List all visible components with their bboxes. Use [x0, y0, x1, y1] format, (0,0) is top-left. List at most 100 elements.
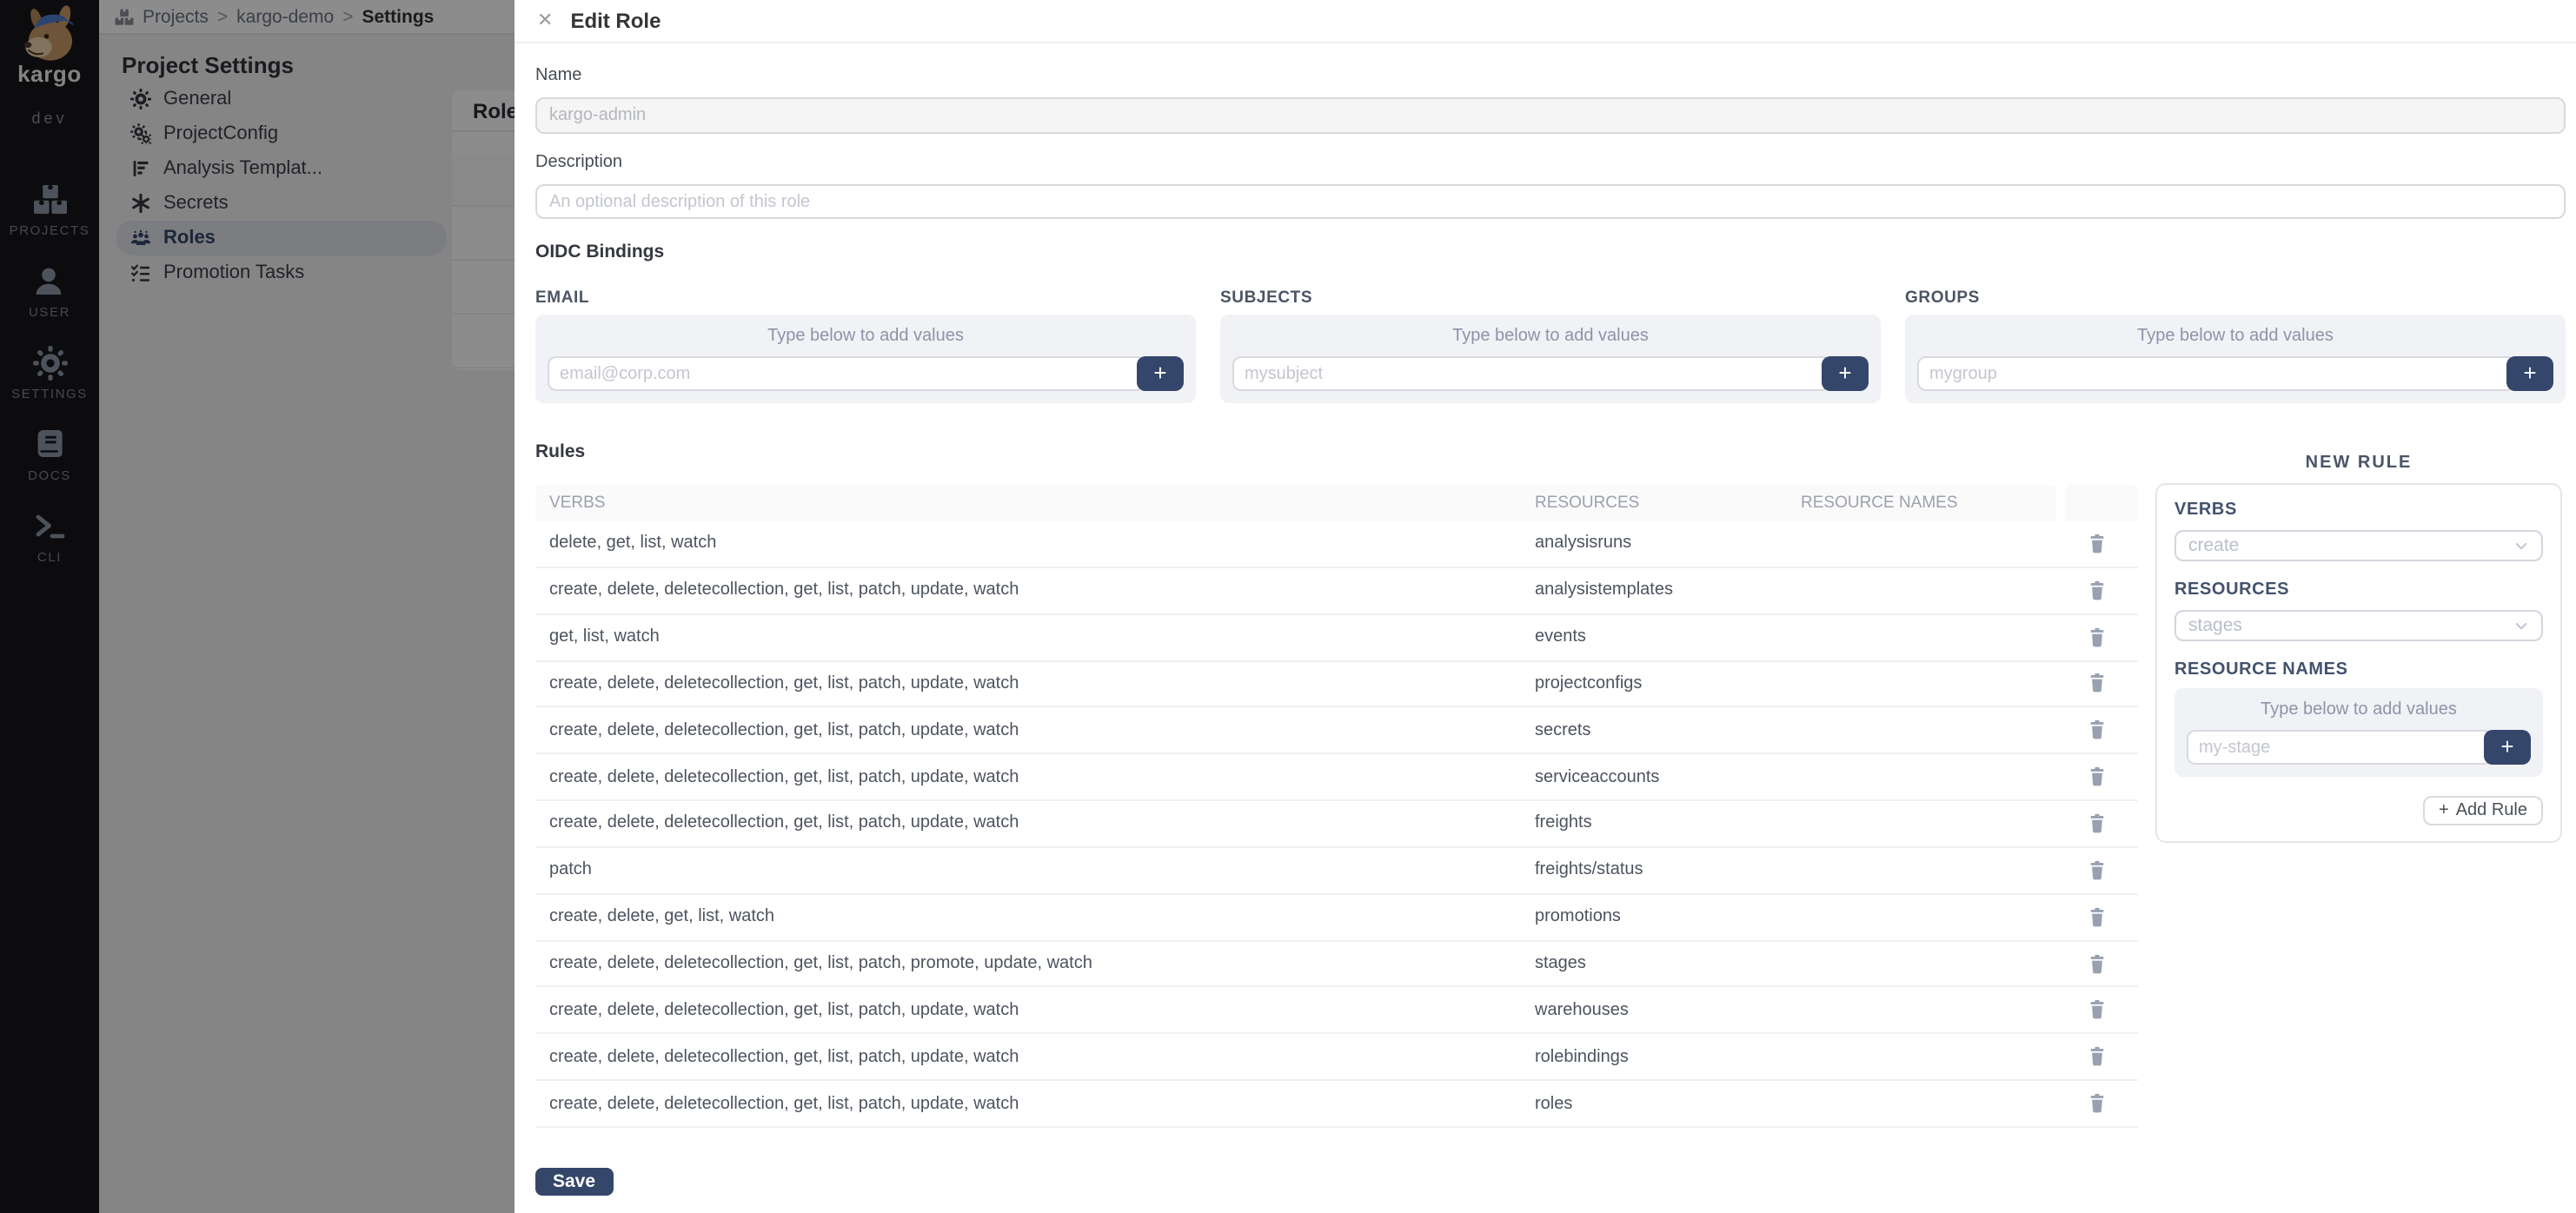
edit-role-drawer: ✕ Edit Role Name Description OIDC Bindin… [515, 0, 2576, 1213]
description-label: Description [535, 153, 623, 172]
plus-icon: + [2439, 801, 2449, 820]
rule-row: create, delete, deletecollection, get, l… [535, 708, 2138, 755]
delete-rule-button[interactable] [2085, 998, 2109, 1023]
resource-names-column-header: RESOURCE NAMES [1801, 494, 1958, 513]
new-rule-heading: NEW RULE [2305, 454, 2413, 473]
resources-select-value: stages [2188, 615, 2242, 636]
oidc-value-input[interactable] [1917, 356, 2515, 391]
rule-row: create, delete, deletecollection, get, l… [535, 801, 2138, 848]
verbs-column-header: VERBS [549, 494, 606, 513]
breadcrumb-project-name[interactable]: kargo-demo [236, 6, 335, 27]
rule-verbs: create, delete, deletecollection, get, l… [549, 954, 1092, 974]
breadcrumb-projects[interactable]: Projects [143, 6, 209, 27]
kargo-logo[interactable]: kargo [15, 5, 84, 87]
rule-row: create, delete, deletecollection, get, l… [535, 941, 2138, 988]
trash-icon [2088, 720, 2107, 741]
rule-resource: analysisruns [1535, 534, 1632, 553]
delete-rule-button[interactable] [2085, 672, 2109, 696]
close-icon[interactable]: ✕ [537, 10, 554, 30]
rule-verbs: create, delete, deletecollection, get, l… [549, 673, 1019, 693]
rule-resource: projectconfigs [1535, 673, 1643, 693]
breadcrumb-settings[interactable]: Settings [362, 6, 435, 27]
new-rule-resources-label: RESOURCES [2174, 580, 2290, 600]
oidc-value-input[interactable] [548, 356, 1145, 391]
rule-resource: promotions [1535, 907, 1621, 927]
sidebar-item-cli[interactable]: CLI [32, 509, 67, 565]
oidc-column-label: EMAIL [535, 288, 590, 308]
sidebar-item-settings[interactable]: SETTINGS [11, 346, 88, 401]
trash-icon [2088, 860, 2107, 881]
delete-rule-button[interactable] [2085, 1044, 2109, 1069]
delete-rule-button[interactable] [2085, 858, 2109, 883]
rule-row: get, list, watch events [535, 614, 2138, 662]
add-value-button[interactable]: + [2506, 356, 2553, 391]
delete-rule-button[interactable] [2085, 532, 2109, 556]
add-rule-button[interactable]: + Add Rule [2423, 796, 2543, 825]
add-values-hint: Type below to add values [767, 327, 964, 346]
add-value-button[interactable]: + [1137, 356, 1184, 391]
sidebar-item-label: USER [28, 304, 71, 320]
sidebar-item-projects[interactable]: PROJECTS [10, 182, 90, 238]
sidebar-item-docs[interactable]: DOCS [28, 428, 71, 483]
new-rule-resource-names-label: RESOURCE NAMES [2174, 660, 2348, 679]
rule-verbs: create, delete, deletecollection, get, l… [549, 580, 1019, 600]
delete-rule-button[interactable] [2085, 905, 2109, 929]
rule-resource: secrets [1535, 720, 1591, 740]
settings-nav-item-label: Promotion Tasks [163, 262, 305, 283]
verbs-select[interactable]: create [2174, 530, 2543, 561]
delete-rule-button[interactable] [2085, 719, 2109, 743]
oidc-value-input[interactable] [1232, 356, 1830, 391]
settings-nav-item-promotion-tasks[interactable]: Promotion Tasks [116, 255, 447, 290]
page-title: Project Settings [122, 52, 294, 78]
description-input[interactable] [535, 184, 2566, 219]
resources-select[interactable]: stages [2174, 610, 2543, 641]
delete-rule-button[interactable] [2085, 625, 2109, 649]
settings-nav-item-secrets[interactable]: Secrets [116, 186, 447, 221]
rule-verbs: create, delete, get, list, watch [549, 907, 775, 927]
rule-verbs: create, delete, deletecollection, get, l… [549, 1094, 1019, 1114]
oidc-binding-column-groups: GROUPS Type below to add values + [1905, 288, 2566, 403]
settings-nav-item-label: General [163, 89, 232, 109]
name-input[interactable] [535, 97, 2566, 134]
kargo-mascot-icon [23, 5, 73, 61]
plus-icon: + [2500, 733, 2514, 759]
delete-rule-button[interactable] [2085, 579, 2109, 603]
delete-rule-button[interactable] [2085, 812, 2109, 836]
oidc-values-panel: Type below to add values + [535, 315, 1196, 403]
resource-name-input[interactable] [2187, 730, 2493, 765]
oidc-values-panel: Type below to add values + [1905, 315, 2566, 403]
settings-nav-item-general[interactable]: General [116, 82, 447, 116]
add-value-button[interactable]: + [1822, 356, 1869, 391]
add-value-button[interactable]: + [2484, 730, 2531, 765]
save-button[interactable]: Save [535, 1167, 614, 1196]
rule-row: create, delete, get, list, watch promoti… [535, 895, 2138, 942]
delete-rule-button[interactable] [2085, 1091, 2109, 1116]
settings-nav-item-analysis-templat-[interactable]: Analysis Templat... [116, 151, 447, 186]
oidc-column-label: GROUPS [1905, 288, 1980, 308]
settings-nav: General ProjectConfig [116, 82, 447, 290]
sidebar-item-user[interactable]: USER [29, 264, 70, 320]
trash-icon [2088, 580, 2107, 601]
settings-nav-item-label: ProjectConfig [163, 123, 279, 144]
trash-icon [2088, 673, 2107, 694]
rules-heading: Rules [535, 441, 586, 462]
rule-verbs: delete, get, list, watch [549, 534, 717, 553]
app-sidebar: kargo dev [0, 0, 99, 1213]
delete-rule-button[interactable] [2085, 951, 2109, 976]
delete-rule-button[interactable] [2085, 765, 2109, 789]
verbs-select-value: create [2188, 535, 2240, 556]
trash-icon [2088, 534, 2107, 554]
rule-verbs: create, delete, deletecollection, get, l… [549, 1000, 1019, 1020]
settings-nav-item-roles[interactable]: Roles [116, 221, 447, 255]
sidebar-item-label: SETTINGS [11, 386, 88, 401]
new-rule-verbs-label: VERBS [2174, 500, 2237, 520]
rule-verbs: get, list, watch [549, 627, 660, 647]
trash-icon [2088, 1000, 2107, 1021]
rule-verbs: create, delete, deletecollection, get, l… [549, 1047, 1019, 1067]
rule-resource: roles [1535, 1094, 1573, 1114]
trash-icon [2088, 953, 2107, 974]
settings-nav-item-projectconfig[interactable]: ProjectConfig [116, 116, 447, 151]
actions-column-header [2065, 485, 2138, 521]
rule-resource: rolebindings [1535, 1047, 1629, 1067]
